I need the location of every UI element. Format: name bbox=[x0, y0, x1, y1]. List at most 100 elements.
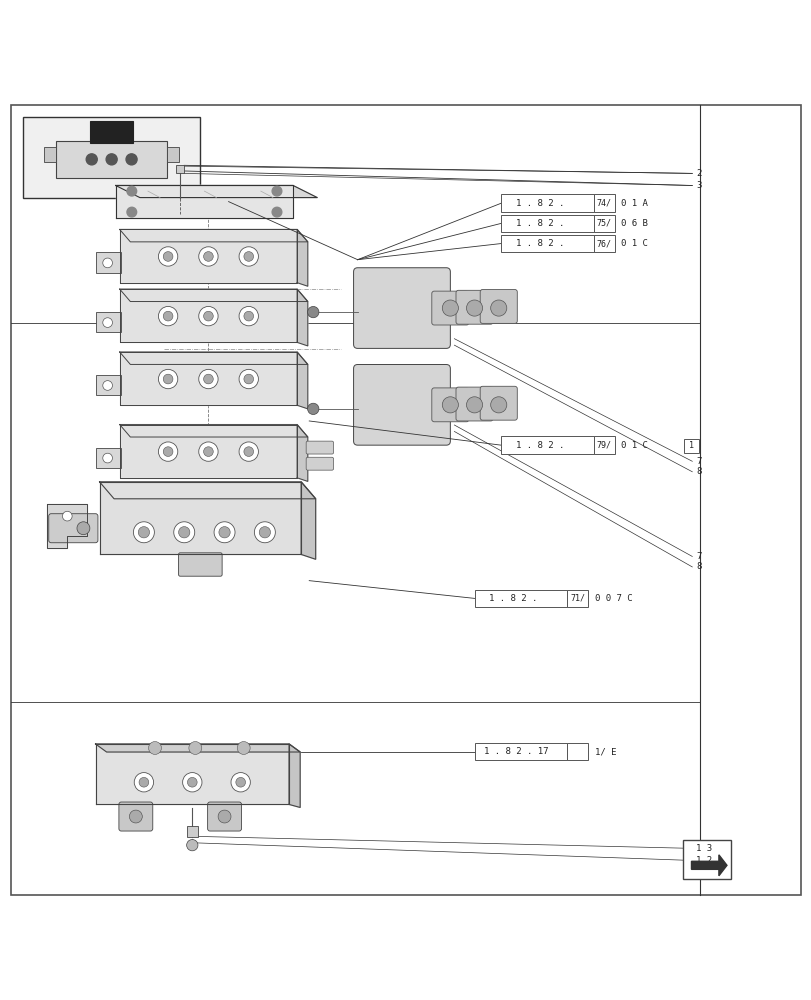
Circle shape bbox=[238, 369, 258, 389]
FancyBboxPatch shape bbox=[306, 457, 333, 470]
Bar bbox=[96, 448, 121, 468]
Circle shape bbox=[204, 447, 213, 456]
Circle shape bbox=[254, 522, 275, 543]
Polygon shape bbox=[100, 482, 301, 554]
Bar bbox=[57, 141, 166, 178]
Polygon shape bbox=[691, 855, 726, 876]
Circle shape bbox=[129, 810, 142, 823]
Bar bbox=[96, 375, 121, 395]
FancyBboxPatch shape bbox=[353, 365, 450, 445]
Polygon shape bbox=[115, 185, 317, 198]
Circle shape bbox=[307, 306, 319, 318]
Text: 1 . 8 2 . 17: 1 . 8 2 . 17 bbox=[483, 747, 548, 756]
Bar bbox=[500, 215, 593, 232]
Text: 1 2: 1 2 bbox=[696, 856, 711, 865]
Circle shape bbox=[199, 369, 218, 389]
Circle shape bbox=[62, 511, 72, 521]
Bar bbox=[567, 590, 587, 607]
FancyBboxPatch shape bbox=[49, 514, 98, 543]
Circle shape bbox=[106, 154, 117, 165]
Bar bbox=[90, 121, 133, 143]
Circle shape bbox=[103, 258, 112, 268]
Bar bbox=[176, 165, 184, 173]
Circle shape bbox=[178, 527, 190, 538]
Bar bbox=[500, 194, 593, 212]
Bar bbox=[23, 117, 200, 198]
Circle shape bbox=[163, 252, 173, 261]
Polygon shape bbox=[297, 229, 307, 286]
Circle shape bbox=[243, 252, 253, 261]
Polygon shape bbox=[96, 744, 289, 804]
Circle shape bbox=[163, 374, 173, 384]
Polygon shape bbox=[115, 185, 293, 218]
Bar bbox=[500, 436, 593, 454]
Circle shape bbox=[243, 374, 253, 384]
Polygon shape bbox=[47, 504, 88, 548]
Text: 75/: 75/ bbox=[596, 219, 611, 228]
Circle shape bbox=[158, 247, 178, 266]
Circle shape bbox=[187, 840, 198, 851]
Polygon shape bbox=[119, 425, 307, 437]
Text: 1 . 8 2 .: 1 . 8 2 . bbox=[515, 239, 569, 248]
Text: 71/: 71/ bbox=[569, 594, 585, 603]
Polygon shape bbox=[119, 289, 307, 302]
Circle shape bbox=[163, 447, 173, 456]
Circle shape bbox=[133, 522, 154, 543]
Bar bbox=[593, 436, 614, 454]
Circle shape bbox=[238, 247, 258, 266]
Circle shape bbox=[243, 311, 253, 321]
Text: 1/ E: 1/ E bbox=[594, 747, 616, 756]
Bar bbox=[593, 194, 614, 212]
Circle shape bbox=[219, 527, 230, 538]
Circle shape bbox=[103, 318, 112, 327]
Circle shape bbox=[163, 311, 173, 321]
Text: 1: 1 bbox=[688, 441, 693, 450]
Circle shape bbox=[272, 186, 281, 196]
Circle shape bbox=[127, 207, 136, 217]
Bar bbox=[684, 439, 698, 453]
Polygon shape bbox=[289, 744, 300, 807]
Text: 1 . 8 2 .: 1 . 8 2 . bbox=[515, 219, 569, 228]
Circle shape bbox=[204, 374, 213, 384]
Polygon shape bbox=[96, 744, 300, 752]
Text: 8: 8 bbox=[696, 467, 701, 476]
Circle shape bbox=[77, 522, 90, 535]
Circle shape bbox=[199, 442, 218, 461]
Circle shape bbox=[466, 397, 482, 413]
Circle shape bbox=[174, 522, 195, 543]
Circle shape bbox=[138, 527, 149, 538]
Bar bbox=[593, 235, 614, 252]
Bar bbox=[593, 215, 614, 232]
Circle shape bbox=[158, 442, 178, 461]
FancyBboxPatch shape bbox=[456, 290, 492, 324]
Text: 7: 7 bbox=[696, 552, 701, 561]
Circle shape bbox=[126, 154, 137, 165]
Circle shape bbox=[238, 306, 258, 326]
Text: 1 . 8 2 .: 1 . 8 2 . bbox=[515, 199, 569, 208]
Polygon shape bbox=[301, 482, 315, 559]
Polygon shape bbox=[119, 352, 307, 364]
Bar bbox=[567, 743, 587, 760]
FancyBboxPatch shape bbox=[353, 268, 450, 348]
Circle shape bbox=[187, 777, 197, 787]
Polygon shape bbox=[297, 425, 307, 481]
Circle shape bbox=[235, 777, 245, 787]
Polygon shape bbox=[119, 229, 297, 283]
Circle shape bbox=[307, 403, 319, 415]
FancyBboxPatch shape bbox=[208, 802, 241, 831]
Circle shape bbox=[189, 742, 201, 754]
Circle shape bbox=[134, 773, 153, 792]
Bar bbox=[96, 312, 121, 332]
FancyBboxPatch shape bbox=[178, 553, 222, 576]
Text: 74/: 74/ bbox=[596, 199, 611, 208]
Bar bbox=[187, 826, 198, 837]
Circle shape bbox=[442, 397, 458, 413]
Text: 0 6 B: 0 6 B bbox=[620, 219, 647, 228]
Circle shape bbox=[214, 522, 234, 543]
FancyBboxPatch shape bbox=[306, 441, 333, 454]
Text: 2: 2 bbox=[696, 169, 701, 178]
Bar bbox=[96, 252, 121, 273]
Circle shape bbox=[490, 300, 506, 316]
Circle shape bbox=[199, 306, 218, 326]
Text: 76/: 76/ bbox=[596, 239, 611, 248]
